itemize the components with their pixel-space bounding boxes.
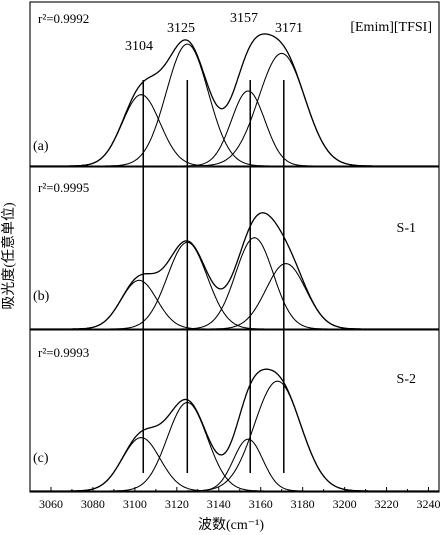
x-tick-label: 3140 <box>207 497 231 511</box>
r2-label: r²=0.9995 <box>38 180 89 195</box>
component-band <box>30 437 439 492</box>
component-band <box>30 94 439 167</box>
x-tick-label: 3200 <box>333 497 357 511</box>
component-band <box>30 52 439 167</box>
component-band <box>30 438 439 492</box>
fitted-spectrum-line <box>30 212 439 330</box>
x-tick-label: 3160 <box>249 497 273 511</box>
x-tick-label: 3220 <box>375 497 399 511</box>
component-band <box>30 380 439 492</box>
component-band <box>30 263 439 330</box>
peak-label: 3157 <box>230 11 258 26</box>
panel-label: (b) <box>33 289 50 304</box>
x-tick-label: 3080 <box>81 497 105 511</box>
x-tick-label: 3240 <box>417 497 441 511</box>
x-axis-label: 波数(cm⁻¹) <box>198 517 264 533</box>
peak-label: 3171 <box>275 21 303 36</box>
sample-name: [Emim][TFSI] <box>350 20 432 35</box>
x-tick-label: 3100 <box>123 497 147 511</box>
component-band <box>30 237 439 330</box>
r2-label: r²=0.9992 <box>38 11 89 26</box>
sample-name: S-1 <box>397 221 416 236</box>
x-tick-label: 3180 <box>291 497 315 511</box>
peak-label: 3104 <box>125 39 153 54</box>
plot-frame <box>29 1 440 493</box>
r2-label: r²=0.9993 <box>38 345 89 360</box>
component-band <box>30 401 439 492</box>
panel-label: (a) <box>33 139 49 154</box>
fitted-spectrum-line <box>30 368 439 492</box>
sample-name: S-2 <box>397 372 416 387</box>
fitted-spectrum-line <box>30 33 439 167</box>
component-band <box>30 43 439 167</box>
y-axis-label: 吸光度(任意单位) <box>0 202 17 310</box>
x-tick-label: 3120 <box>165 497 189 511</box>
component-band <box>30 241 439 330</box>
component-band <box>30 279 439 330</box>
x-tick-label: 3060 <box>39 497 63 511</box>
component-band <box>30 90 439 167</box>
panel-label: (c) <box>33 451 49 466</box>
peak-label: 3125 <box>167 21 195 36</box>
